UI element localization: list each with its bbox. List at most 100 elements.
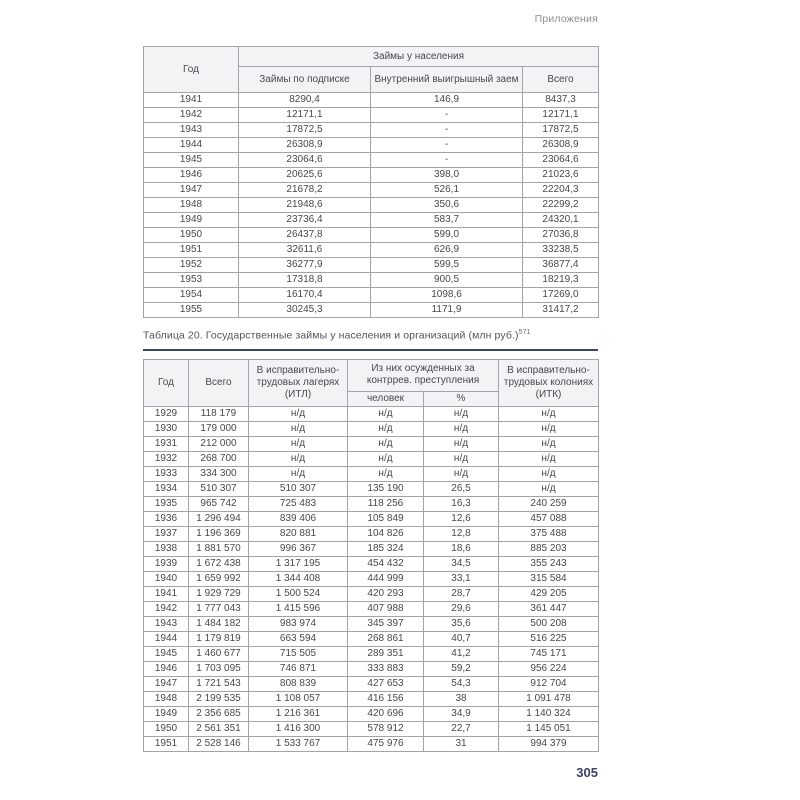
table-cell: 516 225	[498, 630, 599, 647]
table-cell: 1 179 819	[188, 630, 249, 647]
table-cell: 59,2	[423, 660, 499, 677]
table-cell: 599,5	[370, 257, 523, 273]
table-cell: 715 505	[248, 645, 348, 662]
table-cell: 500 208	[498, 615, 599, 632]
table-cell: 16,3	[423, 495, 499, 512]
table-row: 1930 179 000 н/д н/д н/д н/д	[143, 420, 599, 437]
table-cell: 1943	[143, 615, 189, 632]
table-caption-text: Таблица 20. Государственные займы у насе…	[143, 329, 519, 342]
page-number: 305	[576, 764, 598, 780]
table-cell: н/д	[498, 435, 599, 452]
table-cell: 1940	[143, 570, 189, 587]
table-cell: 1949	[143, 705, 189, 722]
page-content: Приложения Год Займы у населения Займы п…	[143, 0, 599, 780]
table-cell: 599,0	[370, 227, 523, 243]
table-caption: Таблица 20. Государственные займы у насе…	[143, 329, 598, 342]
table-cell: 407 988	[347, 600, 424, 617]
table-row: 1952 36277,9 599,5 36877,4	[143, 257, 599, 273]
table-row: 1951 2 528 146 1 533 767 475 976 31 994 379	[143, 735, 599, 752]
camps-col-itk: В исправительно-трудовых колониях (ИТК)	[498, 358, 599, 407]
table-cell: 1941	[143, 92, 239, 108]
table-cell: 31	[423, 735, 499, 752]
table-row: 1950 26437,8 599,0 27036,8	[143, 227, 599, 243]
table-cell: 1938	[143, 540, 189, 557]
loans-col-total: Всего	[522, 66, 599, 93]
table-cell: 20625,6	[238, 167, 371, 183]
loans-col-internal: Внутренний выигрышный заем	[370, 66, 523, 93]
table-cell: -	[370, 107, 523, 123]
table-cell: 212 000	[188, 435, 249, 452]
table-cell: 21023,6	[522, 167, 599, 183]
table-cell: 27036,8	[522, 227, 599, 243]
table-cell: 289 351	[347, 645, 424, 662]
caption-divider-rule	[143, 348, 598, 351]
table-cell: 1946	[143, 660, 189, 677]
table-cell: 965 742	[188, 495, 249, 512]
table-cell: 32611,6	[238, 242, 371, 258]
table-row: 1933 334 300 н/д н/д н/д н/д	[143, 465, 599, 482]
table-cell: 135 190	[347, 480, 424, 497]
table-cell: 885 203	[498, 540, 599, 557]
table-cell: 746 871	[248, 660, 348, 677]
table-row: 1947 1 721 543 808 839 427 653 54,3 912 704	[143, 675, 599, 692]
table-row: 1938 1 881 570 996 367 185 324 18,6 885 203	[143, 540, 599, 557]
camps-col-itl: В исправительно-трудовых лагерях (ИТЛ)	[248, 358, 348, 407]
table-row: 1932 268 700 н/д н/д н/д н/д	[143, 450, 599, 467]
table-cell: 350,6	[370, 197, 523, 213]
table-cell: 416 156	[347, 690, 424, 707]
table-cell: 355 243	[498, 555, 599, 572]
table-cell: 1 777 043	[188, 600, 249, 617]
table-row: 1945 23064,6-23064,6	[143, 152, 599, 168]
table-cell: 526,1	[370, 182, 523, 198]
table-cell: н/д	[498, 405, 599, 422]
table-cell: н/д	[423, 465, 499, 482]
running-head: Приложения	[534, 13, 598, 25]
table-cell: 21678,2	[238, 182, 371, 198]
table-cell: 1929	[143, 405, 189, 422]
table-cell: 996 367	[248, 540, 348, 557]
table-cell: 510 307	[248, 480, 348, 497]
table-cell: 29,6	[423, 600, 499, 617]
table-cell: 16170,4	[238, 287, 371, 303]
table-cell: 1943	[143, 122, 239, 138]
table-row: 1935 965 742 725 483 118 256 16,3 240 259	[143, 495, 599, 512]
table-cell: 1954	[143, 287, 239, 303]
table-cell: 454 432	[347, 555, 424, 572]
table-cell: 8290,4	[238, 92, 371, 108]
table-cell: н/д	[498, 420, 599, 437]
table-cell: н/д	[248, 465, 348, 482]
table-cell: 146,9	[370, 92, 523, 108]
table-cell: 808 839	[248, 675, 348, 692]
table-row: 1943 17872,5-17872,5	[143, 122, 599, 138]
table-cell: 179 000	[188, 420, 249, 437]
table-cell: 1 881 570	[188, 540, 249, 557]
table-cell: н/д	[248, 405, 348, 422]
table-cell: 444 999	[347, 570, 424, 587]
table-cell: 36877,4	[522, 257, 599, 273]
table-cell: н/д	[248, 420, 348, 437]
table-cell: 34,9	[423, 705, 499, 722]
table-cell: н/д	[347, 465, 424, 482]
table-row: 1944 1 179 819 663 594 268 861 40,7 516 225	[143, 630, 599, 647]
table-cell: н/д	[347, 405, 424, 422]
table-row: 1948 2 199 535 1 108 057 416 156 38 1 091 478	[143, 690, 599, 707]
table-cell: 12,8	[423, 525, 499, 542]
table-cell: 1941	[143, 585, 189, 602]
table-cell: 1930	[143, 420, 189, 437]
table-cell: 420 696	[347, 705, 424, 722]
camps-table-body: 1929 118 179 н/д н/д н/д н/д 1930 179 000 н/д н/д…	[143, 405, 599, 752]
camps-col-convicted-group: Из них осужденных за контррев. преступле…	[347, 358, 499, 392]
table-cell: 1 296 494	[188, 510, 249, 527]
table-cell: 333 883	[347, 660, 424, 677]
table-row: 1939 1 672 438 1 317 195 454 432 34,5 355 243	[143, 555, 599, 572]
table-row: 1948 21948,6 350,6 22299,2	[143, 197, 599, 213]
table-cell: 1 533 767	[248, 735, 348, 752]
table-cell: 35,6	[423, 615, 499, 632]
table-row: 1936 1 296 494 839 406 105 849 12,6 457 088	[143, 510, 599, 527]
table-cell: 23064,6	[522, 152, 599, 168]
table-cell: н/д	[423, 420, 499, 437]
table-cell: 17872,5	[522, 122, 599, 138]
camps-table: Год Всего В исправительно-трудовых лагер…	[143, 358, 599, 752]
table-cell: 268 700	[188, 450, 249, 467]
table-row: 1953 17318,8 900,5 18219,3	[143, 272, 599, 288]
